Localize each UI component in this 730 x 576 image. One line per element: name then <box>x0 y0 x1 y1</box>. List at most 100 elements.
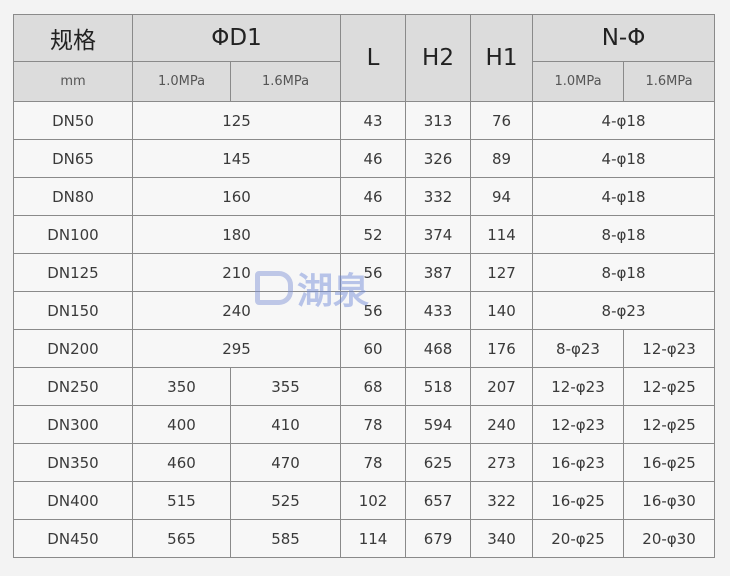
cell-h1: 127 <box>470 253 534 292</box>
cell-n-1.6mpa: 20-φ30 <box>623 519 716 558</box>
cell-h2: 313 <box>405 101 472 140</box>
cell-l: 56 <box>340 253 407 292</box>
cell-h2: 332 <box>405 177 472 216</box>
table-row: DN65 145 46 326 89 4-φ18 <box>13 139 716 178</box>
cell-n-1.0mpa: 16-φ23 <box>532 443 625 482</box>
table-row: DN450 565 585 114 679 340 20-φ25 20-φ30 <box>13 519 716 558</box>
cell-h1: 322 <box>470 481 534 520</box>
cell-d1-1.0mpa: 565 <box>132 519 231 558</box>
cell-d1-1.6mpa: 525 <box>229 481 342 520</box>
table-row: DN300 400 410 78 594 240 12-φ23 12-φ25 <box>13 405 716 444</box>
cell-h1: 340 <box>470 519 534 558</box>
cell-n-1.0mpa: 16-φ25 <box>532 481 625 520</box>
cell-dn: DN150 <box>13 291 133 330</box>
cell-h2: 326 <box>405 139 472 178</box>
cell-d1: 125 <box>131 101 342 140</box>
cell-d1: 295 <box>131 329 342 368</box>
cell-h1: 94 <box>470 177 534 216</box>
cell-d1-1.0mpa: 400 <box>132 405 231 444</box>
table-row: DN400 515 525 102 657 322 16-φ25 16-φ30 <box>13 481 716 520</box>
cell-l: 78 <box>340 443 407 482</box>
cell-d1: 210 <box>131 253 342 292</box>
table-row: DN50 125 43 313 76 4-φ18 <box>13 101 716 140</box>
cell-h1: 89 <box>470 139 534 178</box>
cell-d1: 180 <box>131 215 342 254</box>
cell-l: 46 <box>340 177 407 216</box>
cell-l: 114 <box>340 519 407 558</box>
cell-dn: DN250 <box>13 367 133 406</box>
cell-n-phi: 4-φ18 <box>532 101 716 140</box>
cell-d1-1.6mpa: 585 <box>229 519 342 558</box>
cell-l: 43 <box>340 101 407 140</box>
cell-d1-1.0mpa: 460 <box>132 443 231 482</box>
cell-h1: 176 <box>470 329 534 368</box>
header-n-1.6mpa: 1.6MPa <box>623 61 716 102</box>
cell-l: 68 <box>340 367 407 406</box>
cell-d1-1.6mpa: 410 <box>229 405 342 444</box>
cell-dn: DN80 <box>13 177 133 216</box>
cell-l: 56 <box>340 291 407 330</box>
cell-n-1.0mpa: 12-φ23 <box>532 367 625 406</box>
cell-dn: DN400 <box>13 481 133 520</box>
header-l: L <box>340 14 407 102</box>
cell-dn: DN350 <box>13 443 133 482</box>
cell-d1-1.0mpa: 515 <box>132 481 231 520</box>
cell-h1: 114 <box>470 215 534 254</box>
table-row: DN350 460 470 78 625 273 16-φ23 16-φ25 <box>13 443 716 482</box>
header-h1: H1 <box>470 14 534 102</box>
cell-d1-1.6mpa: 470 <box>229 443 342 482</box>
cell-n-phi: 4-φ18 <box>532 139 716 178</box>
cell-h1: 273 <box>470 443 534 482</box>
cell-dn: DN300 <box>13 405 133 444</box>
cell-h1: 240 <box>470 405 534 444</box>
cell-h2: 374 <box>405 215 472 254</box>
header-n-1.0mpa: 1.0MPa <box>532 61 625 102</box>
cell-n-1.6mpa: 16-φ25 <box>623 443 716 482</box>
cell-dn: DN450 <box>13 519 133 558</box>
header-h2: H2 <box>405 14 472 102</box>
table-row: DN200 295 60 468 176 8-φ23 12-φ23 <box>13 329 716 368</box>
cell-h2: 679 <box>405 519 472 558</box>
cell-l: 46 <box>340 139 407 178</box>
cell-dn: DN100 <box>13 215 133 254</box>
header-unit: mm <box>13 61 133 102</box>
table-row: DN125 210 56 387 127 8-φ18 <box>13 253 716 292</box>
table-row: DN80 160 46 332 94 4-φ18 <box>13 177 716 216</box>
table-row: DN150 240 56 433 140 8-φ23 <box>13 291 716 330</box>
cell-d1: 240 <box>131 291 342 330</box>
cell-n-phi: 4-φ18 <box>532 177 716 216</box>
cell-h2: 657 <box>405 481 472 520</box>
cell-dn: DN65 <box>13 139 133 178</box>
cell-h2: 433 <box>405 291 472 330</box>
header-d1-1.6mpa: 1.6MPa <box>229 61 342 102</box>
cell-l: 102 <box>340 481 407 520</box>
cell-dn: DN125 <box>13 253 133 292</box>
table-row: DN250 350 355 68 518 207 12-φ23 12-φ25 <box>13 367 716 406</box>
header-d1-1.0mpa: 1.0MPa <box>132 61 231 102</box>
cell-n-phi: 8-φ18 <box>532 253 716 292</box>
cell-dn: DN50 <box>13 101 133 140</box>
cell-n-1.6mpa: 12-φ23 <box>623 329 716 368</box>
cell-n-1.0mpa: 8-φ23 <box>532 329 625 368</box>
header-n-phi: N-Φ <box>532 14 716 62</box>
table-row: DN100 180 52 374 114 8-φ18 <box>13 215 716 254</box>
cell-d1-1.0mpa: 350 <box>132 367 231 406</box>
flange-spec-table: 规格 ΦD1 L H2 H1 N-Φ mm 1.0MPa 1.6MPa 1.0M… <box>13 14 716 558</box>
cell-l: 52 <box>340 215 407 254</box>
cell-h2: 518 <box>405 367 472 406</box>
cell-n-1.0mpa: 12-φ23 <box>532 405 625 444</box>
header-spec: 规格 <box>13 14 133 62</box>
cell-h2: 625 <box>405 443 472 482</box>
cell-h1: 76 <box>470 101 534 140</box>
cell-n-1.0mpa: 20-φ25 <box>532 519 625 558</box>
header-d1: ΦD1 <box>131 14 342 62</box>
cell-h2: 594 <box>405 405 472 444</box>
cell-n-phi: 8-φ18 <box>532 215 716 254</box>
cell-d1: 145 <box>131 139 342 178</box>
cell-h1: 207 <box>470 367 534 406</box>
cell-h1: 140 <box>470 291 534 330</box>
cell-dn: DN200 <box>13 329 133 368</box>
cell-n-1.6mpa: 12-φ25 <box>623 367 716 406</box>
cell-d1-1.6mpa: 355 <box>229 367 342 406</box>
cell-n-1.6mpa: 16-φ30 <box>623 481 716 520</box>
